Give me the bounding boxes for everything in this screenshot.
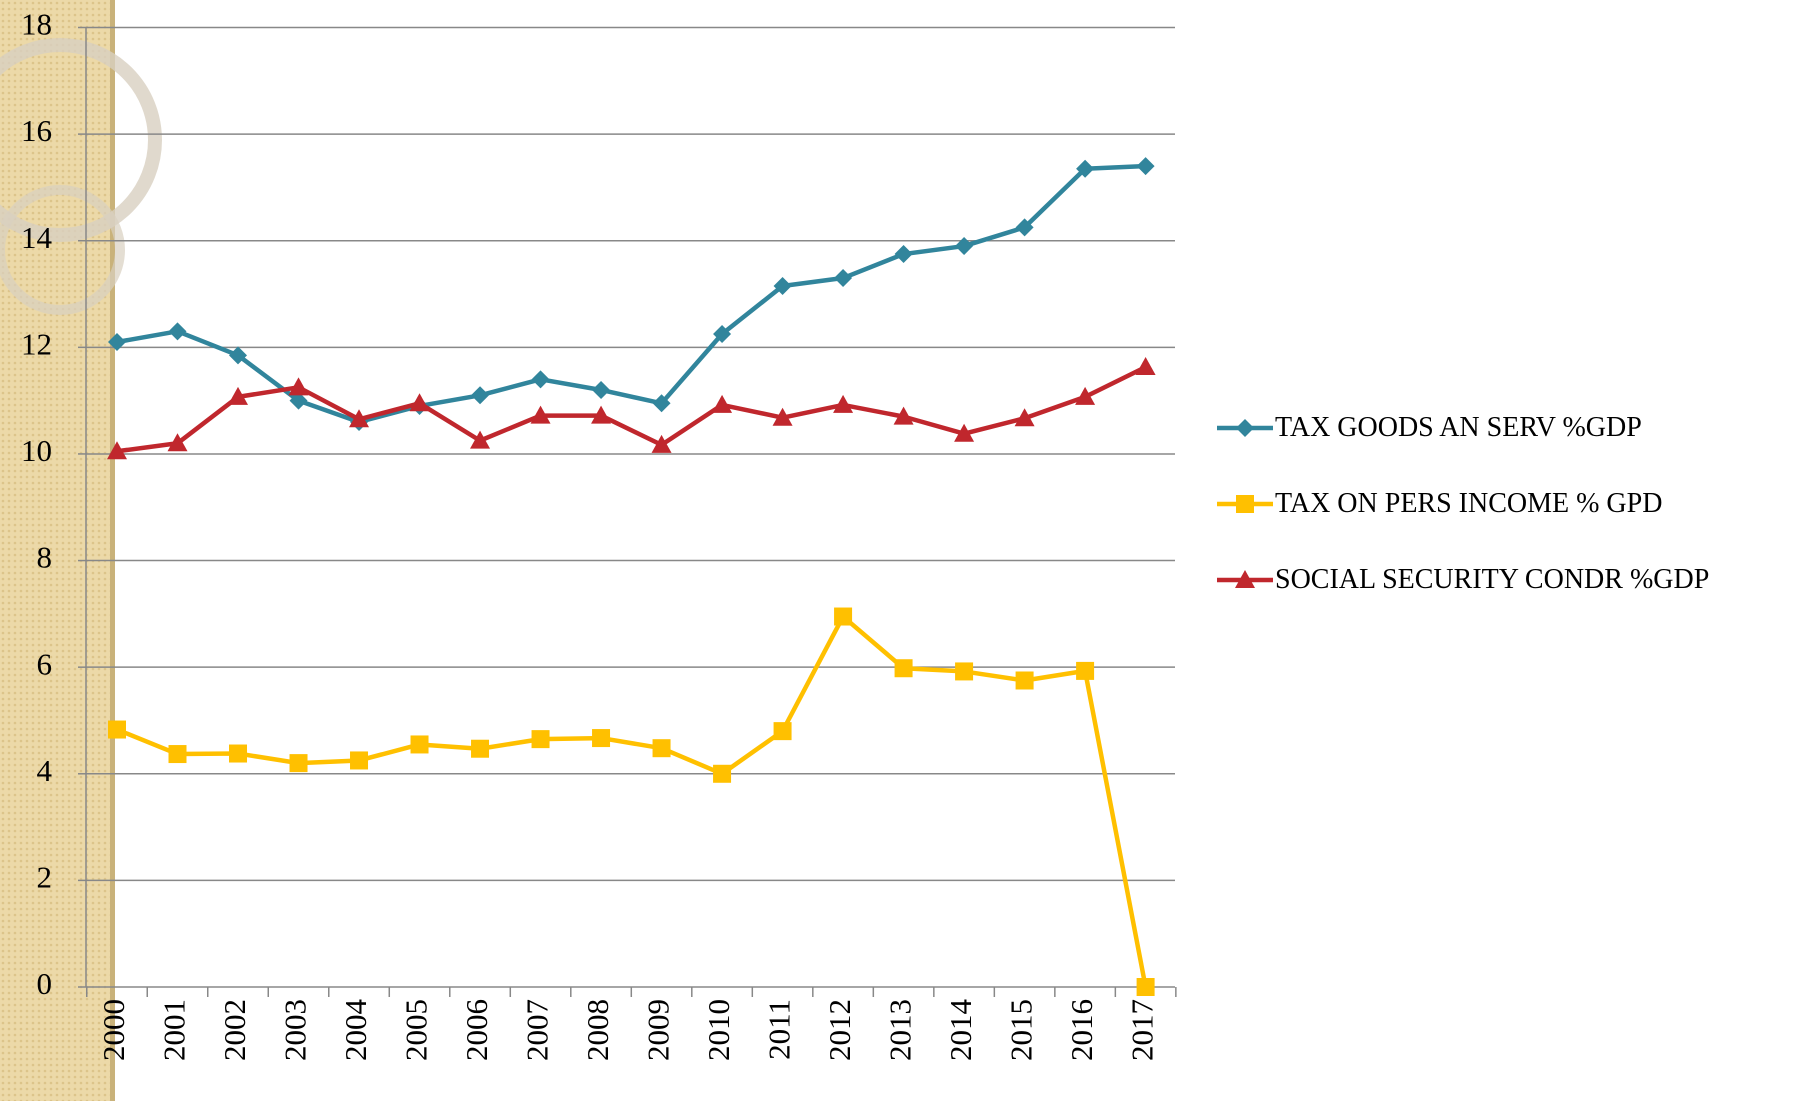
marker	[1137, 978, 1155, 996]
marker	[169, 322, 187, 340]
legend-swatch	[1215, 562, 1275, 598]
marker	[229, 745, 247, 763]
marker	[290, 754, 308, 772]
marker	[834, 269, 852, 287]
legend-item: SOCIAL SECURITY CONDR %GDP	[1215, 562, 1795, 598]
marker	[471, 386, 489, 404]
x-tick-label: 2016	[1064, 999, 1099, 1061]
marker	[653, 739, 671, 757]
legend-swatch	[1215, 486, 1275, 522]
marker	[411, 735, 429, 753]
marker	[713, 765, 731, 783]
y-tick-label: 6	[37, 646, 53, 681]
x-tick-label: 2009	[641, 999, 676, 1061]
x-tick-label: 2015	[1004, 999, 1039, 1061]
marker	[1236, 419, 1254, 437]
x-tick-label: 2011	[762, 999, 797, 1060]
x-tick-label: 2002	[217, 999, 252, 1061]
y-tick-label: 12	[21, 326, 52, 361]
x-tick-label: 2000	[96, 999, 131, 1061]
marker	[169, 745, 187, 763]
marker	[1137, 157, 1155, 175]
marker	[1016, 671, 1034, 689]
y-tick-label: 4	[37, 753, 53, 788]
y-tick-label: 18	[21, 7, 52, 42]
x-tick-label: 2013	[883, 999, 918, 1061]
legend-label: TAX GOODS AN SERV %GDP	[1275, 410, 1790, 446]
x-tick-label: 2003	[278, 999, 313, 1061]
marker	[895, 245, 913, 263]
marker	[955, 662, 973, 680]
legend-item: TAX GOODS AN SERV %GDP	[1215, 410, 1795, 446]
series-line	[117, 166, 1146, 422]
marker	[471, 740, 489, 758]
side-strip-edge	[110, 0, 115, 1101]
marker	[895, 659, 913, 677]
marker	[1076, 662, 1094, 680]
y-tick-label: 10	[21, 433, 52, 468]
marker	[834, 608, 852, 626]
x-tick-label: 2008	[580, 999, 615, 1061]
marker	[592, 381, 610, 399]
marker	[955, 237, 973, 255]
x-tick-label: 2012	[822, 999, 857, 1061]
marker	[774, 722, 792, 740]
y-tick-label: 16	[21, 113, 52, 148]
marker	[532, 370, 550, 388]
marker	[712, 395, 732, 413]
legend: TAX GOODS AN SERV %GDP TAX ON PERS INCOME…	[1215, 410, 1795, 638]
x-tick-label: 2017	[1125, 999, 1160, 1061]
marker	[592, 729, 610, 747]
marker	[532, 730, 550, 748]
y-tick-label: 0	[37, 966, 53, 1001]
x-tick-label: 2001	[157, 999, 192, 1061]
page: 0 2 4 6 8 10 12 14 16 18 2000 2001 2002 2003 2004 2005 2…	[0, 0, 1798, 1101]
x-tick-label: 2007	[520, 999, 555, 1061]
marker	[1236, 495, 1254, 513]
marker	[833, 395, 853, 413]
y-tick-label: 8	[37, 540, 53, 575]
legend-label: TAX ON PERS INCOME % GPD	[1275, 486, 1790, 522]
legend-label: SOCIAL SECURITY CONDR %GDP	[1275, 562, 1790, 598]
x-tick-label: 2004	[338, 999, 373, 1062]
marker	[350, 751, 368, 769]
x-tick-label: 2014	[943, 999, 978, 1062]
side-strip	[0, 0, 113, 1101]
x-tick-label: 2005	[399, 999, 434, 1061]
marker	[410, 393, 430, 411]
x-tick-label: 2006	[459, 999, 494, 1061]
y-tick-label: 2	[37, 859, 53, 894]
legend-item: TAX ON PERS INCOME % GPD	[1215, 486, 1795, 522]
legend-swatch	[1215, 410, 1275, 446]
x-tick-label: 2010	[701, 999, 736, 1061]
y-tick-label: 14	[21, 220, 53, 255]
marker	[1136, 357, 1156, 375]
marker	[108, 721, 126, 739]
series-line	[117, 617, 1146, 987]
